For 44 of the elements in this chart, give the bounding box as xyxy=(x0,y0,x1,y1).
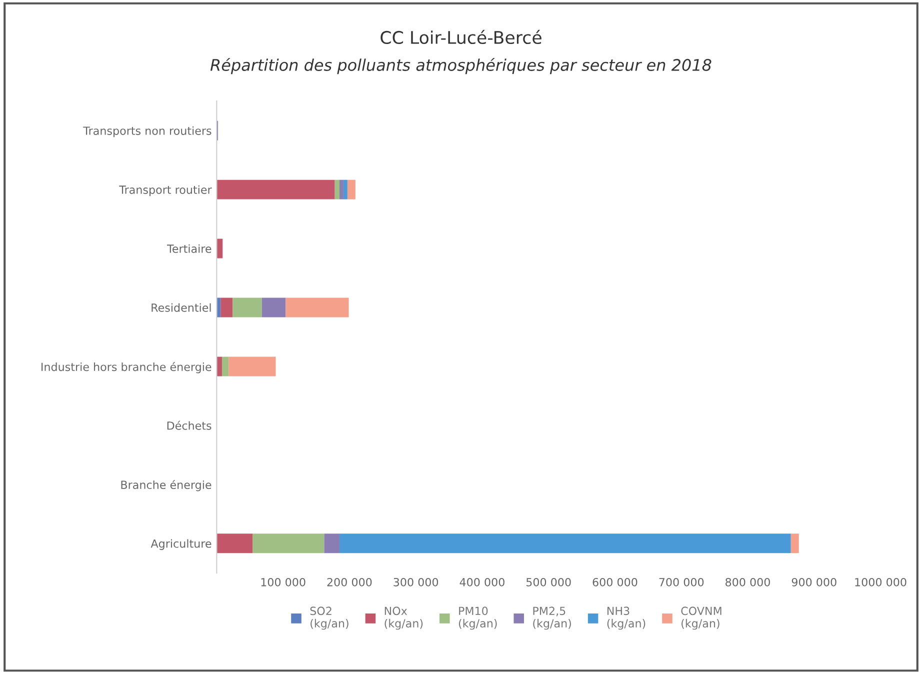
bar xyxy=(216,356,222,376)
y-tick-label: Agriculture xyxy=(150,539,212,550)
legend-label: PM2,5 (kg/an) xyxy=(533,606,571,630)
x-tick-label: 600 000 xyxy=(592,578,638,586)
bar xyxy=(324,534,340,554)
y-tick-label: Residentiel xyxy=(152,303,211,312)
bar xyxy=(216,238,223,258)
bar xyxy=(220,298,233,318)
bar xyxy=(262,298,286,318)
x-tick-label: 800 000 xyxy=(726,578,770,586)
y-tick-label: Transport routier xyxy=(119,185,212,196)
y-tick-label: Tertiaire xyxy=(166,244,212,253)
x-tick-label: 400 000 xyxy=(460,578,504,586)
bar xyxy=(286,298,349,318)
bar xyxy=(790,534,799,554)
x-tick-label: 900 000 xyxy=(792,578,836,586)
legend-label: SO2 (kg/an) xyxy=(310,606,348,630)
bar xyxy=(216,534,253,554)
x-tick-label: 500 000 xyxy=(526,578,571,586)
bar xyxy=(252,534,324,554)
chart-title: CC Loir-Lucé-Bercé xyxy=(380,30,542,44)
y-tick-label: Transports non routiers xyxy=(83,126,212,138)
x-tick-label: 1000 000 xyxy=(855,578,906,586)
bar xyxy=(339,180,344,200)
y-tick-label: Industrie hors branche énergie xyxy=(42,362,212,374)
bar xyxy=(228,356,276,376)
bar xyxy=(343,180,348,200)
legend-label: PM10 (kg/an) xyxy=(458,606,497,630)
bar xyxy=(334,180,340,200)
y-tick-label: Branche énergie xyxy=(121,480,212,492)
bar xyxy=(216,180,335,200)
chart-subtitle: Répartition des polluants atmosphériques par secteur en 2018 xyxy=(210,58,712,74)
x-tick-label: 700 000 xyxy=(659,578,704,586)
x-tick-label: 200 000 xyxy=(327,578,372,586)
bar xyxy=(347,180,356,200)
bar xyxy=(222,356,229,376)
legend-label: NOx (kg/an) xyxy=(384,606,423,630)
legend-label: NH3 (kg/an) xyxy=(607,606,646,630)
bar xyxy=(232,298,262,318)
bar xyxy=(339,534,791,554)
x-tick-label: 300 000 xyxy=(394,578,438,586)
y-tick-label: Déchets xyxy=(167,420,212,430)
legend-label: COVNM (kg/an) xyxy=(681,606,722,630)
x-tick-label: 100 000 xyxy=(261,578,306,586)
